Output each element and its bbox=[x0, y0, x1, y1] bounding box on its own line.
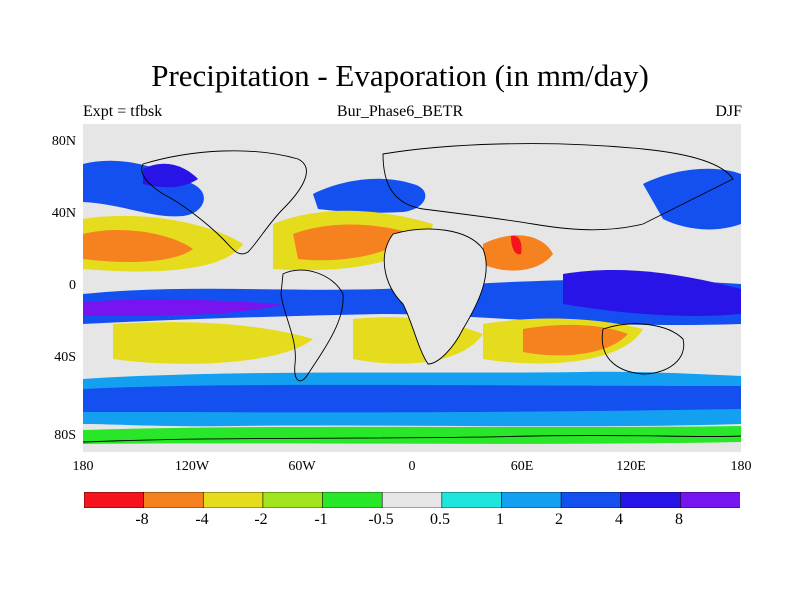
dry-band-south-pacific bbox=[113, 322, 313, 364]
lat-tick-label: 0 bbox=[69, 278, 76, 293]
lat-tick-label: 40S bbox=[54, 350, 76, 365]
colorbar-swatch bbox=[441, 492, 503, 508]
australia bbox=[601, 323, 685, 375]
experiment-label: Expt = tfbsk bbox=[83, 103, 163, 120]
colorbar-swatch bbox=[143, 492, 205, 508]
colorbar-swatch bbox=[202, 492, 264, 508]
africa bbox=[383, 228, 487, 365]
run-label: Bur_Phase6_BETR bbox=[336, 103, 464, 120]
dry-core-north-atlantic bbox=[293, 224, 413, 261]
colorbar-label: -4 bbox=[195, 511, 209, 528]
wet-band-north-atlantic bbox=[313, 178, 426, 213]
wet-band-north-pacific bbox=[83, 160, 204, 217]
south-america bbox=[280, 269, 344, 382]
colorbar-label: 1 bbox=[496, 511, 504, 528]
wet-band-aleutian bbox=[143, 163, 198, 188]
itcz-core-pacific bbox=[83, 299, 283, 316]
itcz-core-indonesia bbox=[563, 269, 741, 316]
dry-core-north-pacific bbox=[83, 229, 193, 262]
lon-tick-label: 180 bbox=[730, 459, 752, 474]
continent-outlines bbox=[83, 143, 741, 443]
season-label: DJF bbox=[715, 103, 742, 120]
colorbar-swatch bbox=[381, 492, 443, 508]
north-america bbox=[141, 150, 307, 255]
dry-red-sea bbox=[511, 235, 522, 255]
colorbar-swatch bbox=[84, 492, 145, 508]
lon-tick-label: 0 bbox=[408, 459, 416, 474]
colorbar bbox=[84, 492, 740, 508]
colorbar-label: -1 bbox=[314, 511, 328, 528]
colorbar-label: -8 bbox=[135, 511, 149, 528]
lon-tick-label: 120E bbox=[616, 459, 646, 474]
colorbar-label: -0.5 bbox=[368, 511, 394, 528]
lon-tick-label: 60W bbox=[288, 459, 316, 474]
colorbar-label: 0.5 bbox=[430, 511, 450, 528]
colorbar-swatch bbox=[262, 492, 324, 508]
chart-title: Precipitation - Evaporation (in mm/day) bbox=[151, 58, 649, 93]
antarctic-edge-band bbox=[83, 426, 741, 444]
lon-tick-label: 60E bbox=[510, 459, 534, 474]
lat-tick-label: 40N bbox=[51, 206, 76, 221]
colorbar-label: -2 bbox=[254, 511, 268, 528]
colorbar-swatch bbox=[322, 492, 383, 508]
colorbar-swatch bbox=[501, 492, 562, 508]
eurasia bbox=[382, 143, 734, 231]
lon-tick-label: 180 bbox=[72, 459, 94, 474]
colorbar-swatch bbox=[680, 492, 740, 508]
colorbar-swatch bbox=[620, 492, 682, 508]
colorbar-swatch bbox=[560, 492, 622, 508]
colorbar-label: 8 bbox=[675, 511, 683, 528]
lon-tick-label: 120W bbox=[174, 459, 210, 474]
lat-tick-label: 80N bbox=[51, 134, 76, 149]
colorbar-label: 4 bbox=[615, 511, 623, 528]
colorbar-label: 2 bbox=[555, 511, 563, 528]
antarctica-coast bbox=[83, 434, 741, 443]
lat-tick-label: 80S bbox=[54, 428, 76, 443]
global-map bbox=[83, 124, 741, 452]
wet-core-southern-ocean bbox=[83, 384, 741, 413]
dry-core-south-indian bbox=[523, 324, 628, 356]
